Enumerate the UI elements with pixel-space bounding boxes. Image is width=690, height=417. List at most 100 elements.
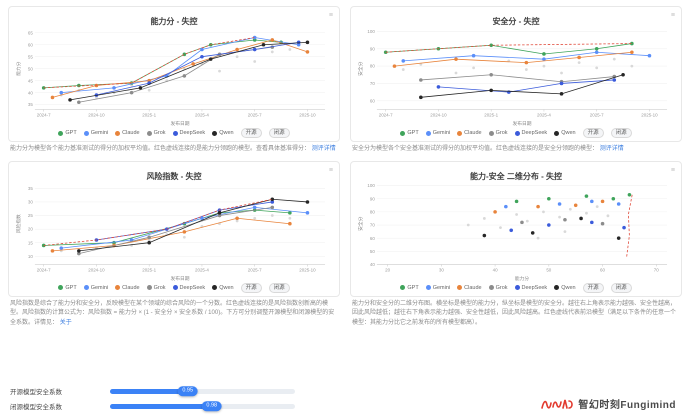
open-slider-value-badge[interactable]: 0.95 — [177, 386, 199, 396]
legend-item-qwen[interactable]: Qwen — [212, 130, 234, 137]
watermark-logo — [541, 399, 574, 409]
eval-detail-link[interactable]: 测评详情 — [311, 146, 336, 153]
open-source-slider-row: 开源模型安全系数 0.95 — [10, 386, 340, 396]
svg-text:90: 90 — [370, 196, 375, 201]
closed-safety-coefficient-slider[interactable]: 0.98 — [110, 401, 295, 411]
legend-item-grok[interactable]: Grok — [488, 285, 508, 291]
legend-label: Qwen — [219, 130, 234, 137]
legend-item-gemini[interactable]: Gemini — [83, 130, 109, 137]
x-axis-label: 发布日期 — [512, 120, 531, 126]
chart-legend: GPT Gemini Claude Grok DeepSeek Qwen 开源 闭源 — [15, 127, 333, 139]
desc-text: 能力分为模型各个能力基准测试的得分的加权平均值。红色虚线连接的是能力分领跑的模型… — [10, 146, 311, 153]
legend-item-gpt[interactable]: GPT — [58, 285, 77, 291]
legend-item-gemini[interactable]: Gemini — [425, 284, 451, 291]
legend-dot-icon — [146, 130, 152, 136]
legend-item-gpt[interactable]: GPT — [400, 285, 419, 291]
legend-item-gpt[interactable]: GPT — [58, 130, 77, 136]
svg-text:35: 35 — [28, 102, 33, 107]
legend-item-grok[interactable]: Grok — [146, 130, 166, 136]
legend-dot-icon — [400, 130, 406, 136]
capability-chart-card: 能力分 - 失控 ≡ 35 40 45 50 55 60 65 2024-7 2024-10 20… — [8, 6, 340, 143]
legend-toggle-open-source[interactable]: 开源 — [582, 282, 604, 293]
risk-index-trend-chart[interactable]: 10 15 20 25 30 35 2024-7 2024-10 2025-1 2025-4 202… — [15, 178, 333, 281]
legend-label: Gemini — [90, 130, 109, 137]
svg-text:30: 30 — [28, 199, 33, 204]
svg-text:2025-1: 2025-1 — [484, 112, 498, 117]
panel-toolbox-icon[interactable]: ≡ — [670, 12, 675, 19]
legend-dot-icon — [115, 130, 121, 136]
legend-toggle-open-source[interactable]: 开源 — [240, 282, 262, 293]
legend-label: DeepSeek — [521, 130, 548, 137]
svg-text:45: 45 — [28, 78, 33, 83]
panel-toolbox-icon[interactable]: ≡ — [328, 166, 333, 174]
legend-item-claude[interactable]: Claude — [115, 130, 140, 136]
svg-text:35: 35 — [28, 186, 33, 191]
safety-trend-chart[interactable]: 60 70 80 90 100 2024-7 2024-10 2025-1 2025-4 2025… — [357, 23, 675, 126]
y-axis-label: 能力分 — [15, 61, 22, 76]
legend-toggle-closed-source[interactable]: 闭源 — [268, 282, 290, 293]
svg-text:2024-10: 2024-10 — [88, 267, 105, 272]
legend-toggle-closed-source[interactable]: 闭源 — [610, 128, 632, 139]
legend-item-claude[interactable]: Claude — [457, 130, 482, 136]
legend-toggle-closed-source[interactable]: 闭源 — [268, 128, 290, 139]
svg-text:2025-10: 2025-10 — [641, 112, 658, 117]
open-safety-coefficient-slider[interactable]: 0.95 — [110, 386, 295, 396]
closed-slider-value-badge[interactable]: 0.98 — [201, 401, 223, 411]
legend-item-qwen[interactable]: Qwen — [554, 285, 576, 291]
svg-text:40: 40 — [28, 90, 33, 95]
panel-title: 风险指数 - 失控 — [146, 171, 202, 181]
legend-item-grok[interactable]: Grok — [146, 285, 166, 291]
series-gemini — [401, 50, 652, 63]
legend-item-gemini[interactable]: Gemini — [425, 130, 450, 136]
svg-text:80: 80 — [370, 64, 375, 69]
about-link[interactable]: 关于 — [59, 319, 72, 326]
legend-item-claude[interactable]: Claude — [457, 285, 482, 291]
eval-detail-link[interactable]: 测评详情 — [599, 146, 624, 153]
svg-text:2025-7: 2025-7 — [248, 267, 262, 272]
panel-title: 安全分 - 失控 — [492, 17, 540, 26]
legend-label: Gemini — [432, 284, 451, 291]
svg-text:15: 15 — [28, 240, 33, 245]
legend-label: Gemini — [90, 284, 109, 291]
legend-item-deepseek[interactable]: DeepSeek — [514, 285, 547, 291]
risk-index-description: 风险指数是综合了能力分和安全分，反映模型在某个领域的综合风险的一个分数。红色虚线… — [10, 300, 338, 328]
risk-card-header: 风险指数 - 失控 ≡ — [15, 166, 333, 181]
legend-item-claude[interactable]: Claude — [115, 285, 140, 291]
safety-panel: 安全分 - 失控 ≡ 60 70 80 90 100 2024-7 2024-10 2025-… — [350, 6, 682, 159]
capability-safety-panel: 能力-安全 二维分布 - 失控 ≡ 40 50 60 70 80 90 100 20 30 40 5… — [350, 160, 682, 332]
svg-text:60: 60 — [370, 98, 375, 103]
desc-text: 风险指数是综合了能力分和安全分，反映模型在某个领域的综合风险的一个分数。红色虚线… — [10, 300, 335, 326]
legend-dot-icon — [58, 285, 64, 291]
panel-toolbox-icon[interactable]: ≡ — [670, 166, 675, 174]
legend-item-deepseek[interactable]: DeepSeek — [172, 130, 205, 136]
legend-item-grok[interactable]: Grok — [488, 130, 508, 136]
faded-model-points — [466, 204, 610, 240]
series-frontier — [43, 198, 273, 246]
svg-text:20: 20 — [28, 226, 33, 231]
svg-text:40: 40 — [493, 267, 498, 272]
legend-label: Qwen — [219, 284, 234, 291]
svg-text:2024-7: 2024-7 — [379, 112, 393, 117]
series-qwen — [77, 197, 310, 253]
legend-toggle-open-source[interactable]: 开源 — [582, 128, 604, 139]
legend-item-qwen[interactable]: Qwen — [554, 130, 576, 136]
legend-item-qwen[interactable]: Qwen — [212, 284, 234, 291]
x-axis-label: 发布日期 — [170, 120, 189, 126]
legend-toggle-open-source[interactable]: 开源 — [240, 128, 262, 139]
legend-item-deepseek[interactable]: DeepSeek — [172, 285, 205, 291]
capability-trend-chart[interactable]: 35 40 45 50 55 60 65 2024-7 2024-10 2025-1 2025-4 2… — [15, 23, 333, 126]
x-axis-label: 发布日期 — [170, 274, 189, 280]
desc-text: 安全分为模型各个安全基准测试的得分的加权平均值。红色虚线连接的是安全分领跑的模型… — [352, 146, 599, 153]
legend-item-gpt[interactable]: GPT — [400, 130, 419, 136]
legend-item-deepseek[interactable]: DeepSeek — [514, 130, 548, 137]
legend-toggle-closed-source[interactable]: 闭源 — [610, 282, 632, 293]
legend-item-gemini[interactable]: Gemini — [83, 284, 109, 291]
panel-toolbox-icon[interactable]: ≡ — [328, 12, 333, 19]
svg-text:2025-10: 2025-10 — [299, 267, 316, 272]
legend-dot-icon — [83, 285, 89, 291]
distribution-description: 能力分和安全分的二维分布图。横坐标是模型的能力分，纵坐标是模型的安全分。越往右上… — [352, 300, 680, 328]
legend-dot-icon — [425, 285, 431, 291]
series-gpt — [41, 38, 283, 90]
capability-safety-scatter-chart[interactable]: 40 50 60 70 80 90 100 20 30 40 50 60 70 能力分 安全分 — [357, 178, 675, 281]
capability-description: 能力分为模型各个能力基准测试的得分的加权平均值。红色虚线连接的是能力分领跑的模型… — [10, 145, 338, 154]
